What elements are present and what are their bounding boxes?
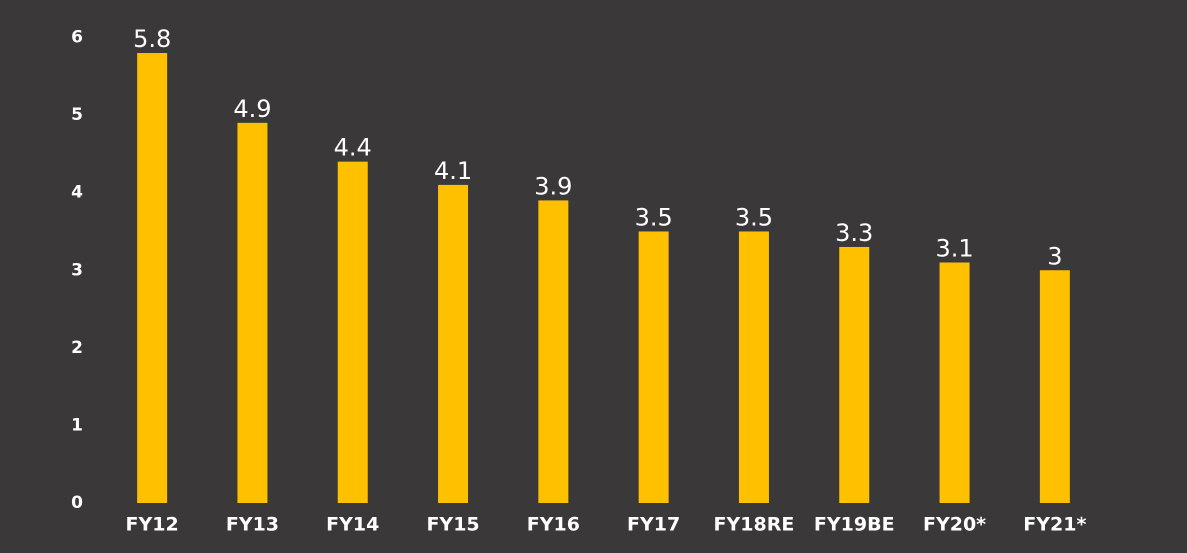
x-tick-label: FY19BE xyxy=(814,514,895,536)
value-label: 4.4 xyxy=(334,134,372,162)
bar xyxy=(1039,270,1070,503)
x-tick-label: FY14 xyxy=(326,514,379,536)
y-tick-label: 6 xyxy=(71,28,83,48)
value-label: 3.1 xyxy=(935,234,973,262)
x-tick-label: FY20* xyxy=(923,514,986,536)
bar xyxy=(137,53,168,504)
y-tick-label: 0 xyxy=(71,493,83,513)
x-tick-label: FY12 xyxy=(126,514,179,536)
y-tick-label: 4 xyxy=(71,183,83,203)
bar xyxy=(738,231,769,504)
bar xyxy=(839,246,870,503)
value-label: 3 xyxy=(1047,242,1062,270)
y-tick-label: 2 xyxy=(71,338,83,358)
bar xyxy=(939,262,970,503)
y-tick-label: 3 xyxy=(71,260,83,280)
value-label: 3.5 xyxy=(735,203,773,231)
value-label: 3.9 xyxy=(534,172,572,200)
value-label: 4.1 xyxy=(434,157,472,185)
y-tick-label: 5 xyxy=(71,105,83,125)
x-tick-label: FY21* xyxy=(1023,514,1086,536)
bar xyxy=(638,231,669,504)
x-tick-label: FY13 xyxy=(226,514,279,536)
bar xyxy=(438,184,469,504)
bar xyxy=(337,161,368,503)
value-label: 3.5 xyxy=(635,203,673,231)
x-tick-label: FY16 xyxy=(527,514,580,536)
x-tick-label: FY15 xyxy=(426,514,479,536)
bar xyxy=(237,122,268,503)
value-label: 3.3 xyxy=(835,219,873,247)
x-tick-label: FY18RE xyxy=(714,514,795,536)
y-tick-label: 1 xyxy=(71,415,83,435)
value-label: 4.9 xyxy=(233,95,271,123)
value-label: 5.8 xyxy=(133,25,171,53)
bar xyxy=(538,200,569,504)
x-tick-label: FY17 xyxy=(627,514,680,536)
